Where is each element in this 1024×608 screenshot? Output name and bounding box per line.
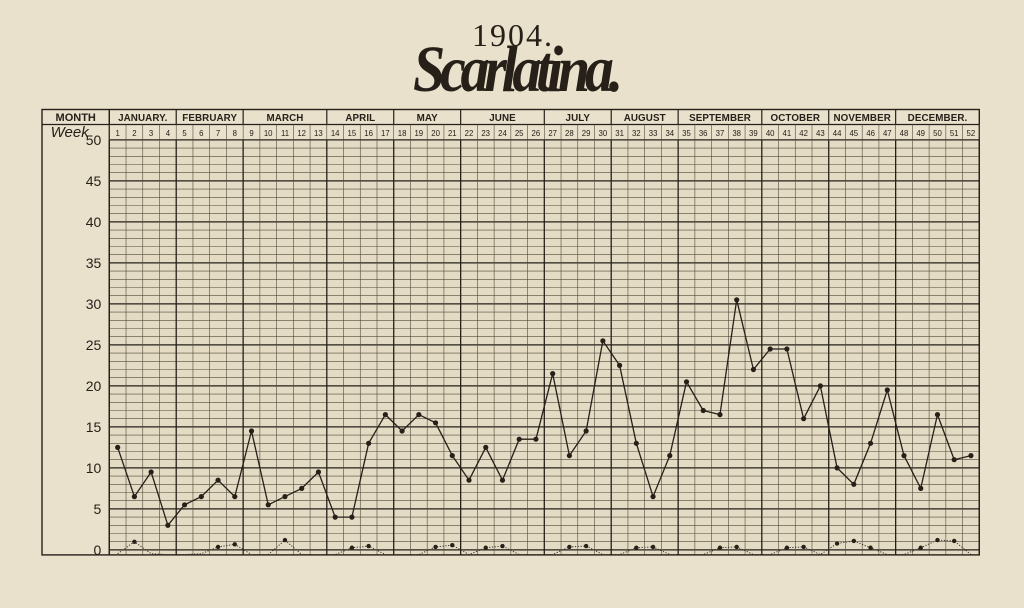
svg-text:6: 6: [199, 129, 203, 138]
svg-text:9: 9: [249, 129, 253, 138]
svg-text:36: 36: [699, 129, 708, 138]
svg-text:27: 27: [548, 129, 557, 138]
svg-text:MAY: MAY: [417, 113, 439, 124]
svg-text:1: 1: [116, 129, 120, 138]
svg-text:30: 30: [86, 296, 102, 312]
svg-text:46: 46: [866, 129, 875, 138]
svg-text:30: 30: [599, 129, 608, 138]
svg-text:0: 0: [94, 542, 102, 558]
svg-text:26: 26: [532, 129, 541, 138]
svg-text:51: 51: [950, 129, 959, 138]
svg-text:7: 7: [216, 129, 220, 138]
svg-text:40: 40: [86, 214, 102, 230]
svg-text:12: 12: [297, 129, 306, 138]
svg-text:24: 24: [498, 129, 507, 138]
svg-text:FEBRUARY: FEBRUARY: [182, 113, 237, 124]
svg-text:14: 14: [331, 129, 340, 138]
svg-text:52: 52: [967, 129, 976, 138]
svg-text:37: 37: [716, 129, 725, 138]
svg-text:25: 25: [515, 129, 524, 138]
svg-text:35: 35: [86, 255, 102, 271]
svg-text:3: 3: [149, 129, 153, 138]
svg-text:OCTOBER: OCTOBER: [771, 113, 821, 124]
svg-text:45: 45: [849, 129, 858, 138]
svg-text:48: 48: [900, 129, 909, 138]
svg-text:15: 15: [86, 419, 102, 435]
svg-text:21: 21: [448, 129, 457, 138]
svg-text:16: 16: [364, 129, 373, 138]
svg-text:50: 50: [86, 132, 102, 148]
svg-text:5: 5: [182, 129, 187, 138]
svg-text:2: 2: [132, 129, 136, 138]
svg-text:Week: Week: [51, 124, 91, 141]
svg-text:20: 20: [86, 378, 102, 394]
svg-text:11: 11: [281, 129, 289, 138]
svg-text:19: 19: [414, 129, 423, 138]
svg-text:43: 43: [816, 129, 825, 138]
svg-text:28: 28: [565, 129, 574, 138]
svg-text:42: 42: [799, 129, 808, 138]
svg-text:44: 44: [833, 129, 842, 138]
svg-text:50: 50: [933, 129, 942, 138]
svg-text:35: 35: [682, 129, 691, 138]
svg-text:34: 34: [665, 129, 674, 138]
svg-text:33: 33: [649, 129, 658, 138]
svg-text:AUGUST: AUGUST: [624, 113, 666, 124]
svg-text:MONTH: MONTH: [56, 112, 96, 124]
svg-text:10: 10: [264, 129, 273, 138]
svg-text:JULY: JULY: [566, 113, 591, 124]
svg-text:5: 5: [94, 501, 102, 517]
svg-text:10: 10: [86, 460, 102, 476]
svg-text:39: 39: [749, 129, 758, 138]
svg-text:45: 45: [86, 173, 102, 189]
svg-text:NOVEMBER: NOVEMBER: [833, 113, 890, 124]
svg-text:17: 17: [381, 129, 390, 138]
svg-text:29: 29: [582, 129, 591, 138]
svg-text:23: 23: [481, 129, 490, 138]
svg-text:22: 22: [465, 129, 474, 138]
svg-text:38: 38: [732, 129, 741, 138]
svg-text:13: 13: [314, 129, 323, 138]
svg-text:MARCH: MARCH: [267, 113, 304, 124]
svg-text:8: 8: [233, 129, 237, 138]
svg-text:49: 49: [916, 129, 925, 138]
svg-text:31: 31: [615, 129, 624, 138]
svg-text:40: 40: [766, 129, 775, 138]
svg-text:DECEMBER.: DECEMBER.: [908, 113, 968, 124]
svg-text:JANUARY.: JANUARY.: [118, 113, 168, 124]
svg-text:JUNE: JUNE: [489, 113, 516, 124]
svg-text:SEPTEMBER: SEPTEMBER: [689, 113, 751, 124]
svg-text:47: 47: [883, 129, 892, 138]
svg-text:32: 32: [632, 129, 641, 138]
svg-text:41: 41: [783, 129, 792, 138]
svg-text:APRIL: APRIL: [345, 113, 375, 124]
svg-text:18: 18: [398, 129, 407, 138]
svg-text:25: 25: [86, 337, 102, 353]
svg-text:20: 20: [431, 129, 440, 138]
svg-text:15: 15: [348, 129, 357, 138]
svg-text:4: 4: [166, 129, 171, 138]
